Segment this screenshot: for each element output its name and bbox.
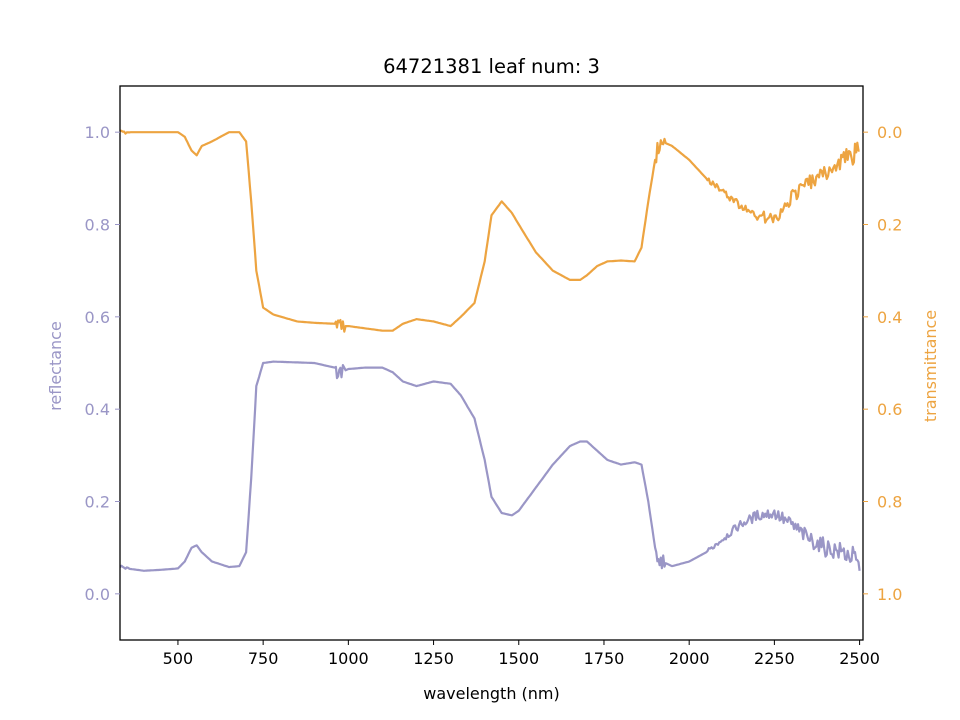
x-tick-label: 2000 [669, 649, 710, 668]
y-left-tick-label: 0.0 [85, 585, 110, 604]
transmittance-series-line [120, 129, 860, 333]
x-tick-label: 1250 [413, 649, 454, 668]
y-right-tick-label: 0.2 [877, 216, 902, 235]
x-tick-label: 2500 [839, 649, 880, 668]
y-right-tick-label: 0.6 [877, 400, 902, 419]
x-tick-label: 2250 [754, 649, 795, 668]
y-left-tick-label: 0.6 [85, 308, 110, 327]
plot-frame [119, 85, 864, 641]
x-tick-label: 750 [248, 649, 279, 668]
x-axis-label: wavelength (nm) [423, 684, 560, 703]
y-right-tick-label: 1.0 [877, 585, 902, 604]
y-right-tick-label: 0.4 [877, 308, 902, 327]
chart-title: 64721381 leaf num: 3 [383, 55, 600, 78]
x-tick-label: 1500 [498, 649, 539, 668]
x-tick-label: 1000 [328, 649, 369, 668]
reflectance-series-line [120, 360, 861, 572]
y-right-axis-label: transmittance [921, 310, 940, 422]
y-right-tick-label: 0.8 [877, 493, 902, 512]
y-right-tick-label: 0.0 [877, 123, 902, 142]
y-left-axis-label: reflectance [46, 321, 65, 411]
y-left-tick-label: 1.0 [85, 123, 110, 142]
y-left-tick-label: 0.2 [85, 493, 110, 512]
y-left-tick-label: 0.4 [85, 400, 110, 419]
x-tick-label: 500 [163, 649, 194, 668]
x-tick-label: 1750 [584, 649, 625, 668]
y-left-tick-label: 0.8 [85, 216, 110, 235]
